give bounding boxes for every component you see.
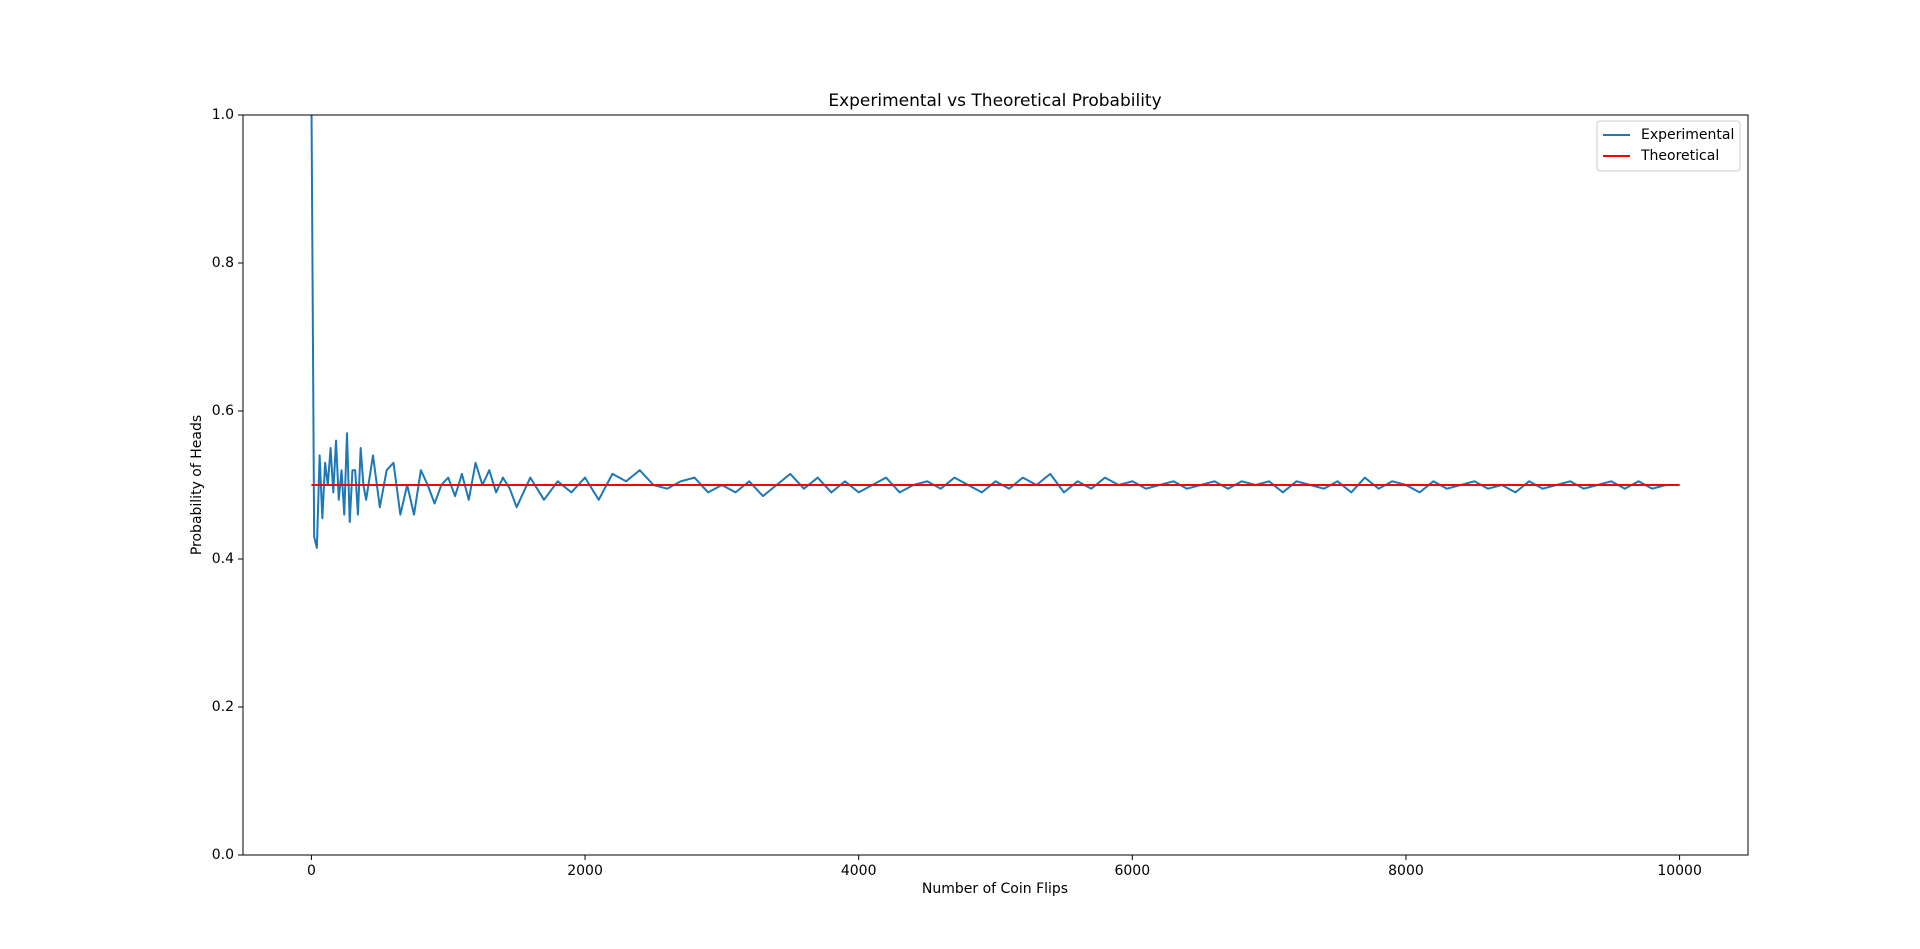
y-tick-label: 0.8 (212, 255, 234, 271)
x-tick-label: 4000 (841, 863, 877, 879)
y-tick-label: 0.0 (212, 847, 234, 863)
y-tick-label: 0.2 (212, 699, 234, 715)
y-tick-label: 0.6 (212, 403, 234, 419)
x-tick-label: 8000 (1388, 863, 1424, 879)
x-tick-label: 6000 (1114, 863, 1150, 879)
plot-frame (242, 114, 1749, 856)
y-tick-label: 0.4 (212, 551, 234, 567)
x-tick-label: 0 (307, 863, 316, 879)
legend-box (1596, 120, 1741, 172)
data-line (310, 114, 1680, 549)
x-tick-label: 2000 (567, 863, 603, 879)
legend-label: Experimental (1641, 127, 1734, 143)
x-tick-label: 10000 (1657, 863, 1702, 879)
y-tick-label: 1.0 (212, 107, 234, 123)
y-axis-label: Probability of Heads (189, 415, 205, 555)
legend-label: Theoretical (1640, 148, 1719, 164)
x-axis-label: Number of Coin Flips (922, 881, 1068, 897)
chart-title: Experimental vs Theoretical Probability (828, 91, 1161, 111)
